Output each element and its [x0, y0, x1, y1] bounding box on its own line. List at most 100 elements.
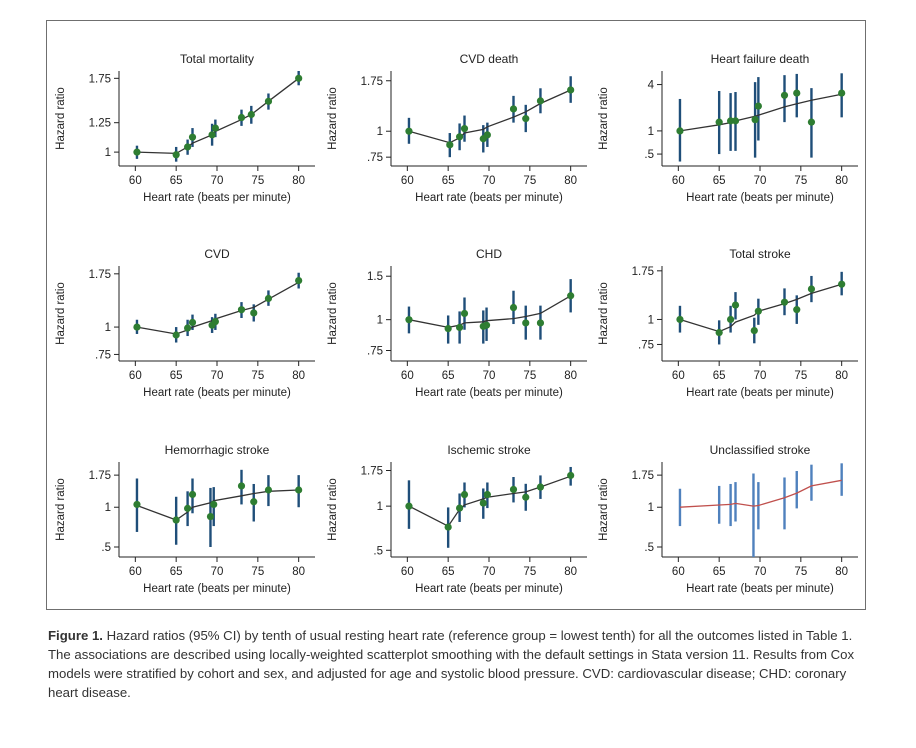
x-tick-label: 80	[292, 370, 305, 382]
y-tick-label: 1.75	[361, 76, 383, 88]
chart-title: CVD death	[460, 52, 519, 66]
y-tick-label: .75	[638, 339, 654, 351]
x-axis-label: Heart rate (beats per minute)	[415, 583, 563, 595]
x-tick-label: 80	[835, 175, 848, 187]
data-point	[295, 276, 303, 285]
data-point	[264, 294, 273, 303]
data-point	[456, 323, 464, 332]
y-tick-label: .75	[95, 349, 111, 361]
y-axis-label: Hazard ratio	[55, 282, 67, 345]
y-axis-label: Hazard ratio	[598, 478, 610, 541]
data-point	[188, 318, 197, 327]
x-tick-label: 80	[292, 175, 305, 187]
x-tick-label: 75	[794, 566, 807, 578]
y-tick-label: 1	[648, 502, 654, 514]
y-tick-label: 4	[648, 80, 655, 92]
lowess-line	[679, 93, 842, 132]
y-tick-label: .5	[373, 545, 383, 557]
data-point	[838, 280, 846, 288]
chart-title: Total mortality	[180, 52, 254, 66]
data-point	[237, 482, 246, 490]
data-point	[793, 89, 801, 97]
data-point	[247, 110, 255, 119]
data-point	[715, 328, 723, 337]
x-tick-label: 60	[401, 370, 414, 382]
data-point	[750, 326, 758, 335]
lowess-line	[408, 89, 571, 144]
x-tick-label: 70	[483, 175, 496, 187]
data-point	[676, 127, 684, 135]
x-axis-label: Heart rate (beats per minute)	[143, 583, 291, 595]
x-tick-label: 60	[672, 370, 685, 382]
caption-text: Hazard ratios (95% CI) by tenth of usual…	[48, 628, 855, 700]
data-point	[751, 116, 759, 124]
data-point	[807, 118, 816, 126]
data-point	[237, 113, 246, 122]
x-tick-label: 75	[523, 175, 536, 187]
x-tick-label: 75	[251, 566, 264, 578]
x-tick-label: 65	[713, 175, 726, 187]
x-tick-label: 70	[483, 566, 496, 578]
data-point	[405, 316, 413, 324]
data-point	[456, 504, 464, 512]
data-point	[184, 504, 192, 512]
y-tick-label: 1	[377, 126, 383, 138]
x-axis-label: Heart rate (beats per minute)	[686, 192, 834, 204]
data-point	[509, 303, 518, 312]
x-tick-label: 80	[835, 370, 848, 382]
y-tick-label: 1.75	[632, 266, 654, 278]
data-point	[295, 486, 303, 494]
data-point	[250, 309, 258, 317]
x-tick-label: 80	[564, 370, 577, 382]
y-tick-label: 1	[105, 502, 111, 514]
lowess-line	[408, 295, 572, 329]
x-tick-label: 65	[170, 370, 183, 382]
x-tick-label: 75	[794, 370, 807, 382]
chart-title: Total stroke	[729, 247, 791, 261]
data-point	[522, 115, 530, 123]
y-tick-label: 1.75	[89, 470, 111, 482]
data-point	[838, 89, 846, 97]
x-axis-label: Heart rate (beats per minute)	[415, 387, 563, 399]
data-point	[479, 499, 487, 507]
data-point	[754, 307, 762, 315]
x-tick-label: 70	[754, 370, 767, 382]
y-axis-label: Hazard ratio	[55, 478, 67, 541]
data-point	[188, 490, 197, 499]
x-tick-label: 60	[672, 566, 685, 578]
data-point	[754, 102, 762, 110]
data-point	[676, 315, 684, 324]
data-point	[405, 502, 413, 510]
data-point	[460, 124, 469, 133]
x-tick-label: 60	[129, 370, 142, 382]
x-tick-label: 75	[523, 370, 536, 382]
data-point	[206, 512, 215, 521]
chart-title: Ischemic stroke	[447, 443, 531, 457]
data-point	[727, 315, 735, 324]
data-point	[807, 285, 816, 293]
chart-title: CHD	[476, 247, 502, 261]
data-point	[133, 323, 141, 331]
data-point	[715, 118, 723, 126]
y-axis-label: Hazard ratio	[327, 282, 339, 345]
x-tick-label: 65	[442, 370, 455, 382]
data-point	[172, 151, 180, 159]
data-point	[172, 331, 180, 339]
lowess-line	[136, 77, 300, 155]
y-axis-label: Hazard ratio	[598, 87, 610, 150]
x-tick-label: 65	[442, 175, 455, 187]
data-point	[208, 131, 216, 139]
data-point	[483, 131, 491, 139]
data-point	[731, 301, 740, 309]
data-point	[264, 97, 273, 105]
data-point	[264, 486, 273, 494]
x-tick-label: 70	[211, 370, 224, 382]
data-point	[567, 292, 575, 300]
y-tick-label: 1	[648, 126, 654, 138]
data-point	[211, 317, 219, 326]
